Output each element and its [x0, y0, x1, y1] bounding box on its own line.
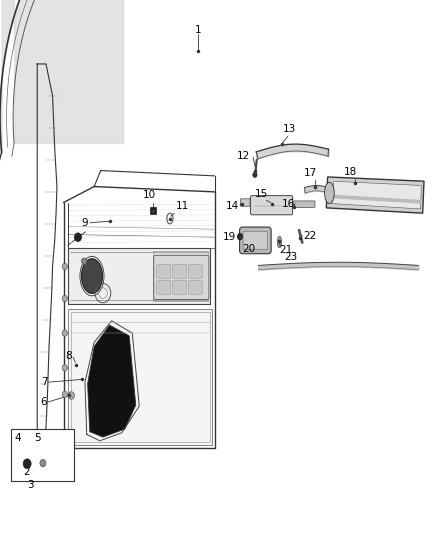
Circle shape [81, 258, 87, 264]
Text: 2: 2 [23, 467, 30, 477]
FancyBboxPatch shape [188, 280, 202, 294]
Text: 14: 14 [226, 201, 239, 211]
Text: 18: 18 [344, 167, 357, 177]
Ellipse shape [81, 259, 102, 293]
Polygon shape [332, 181, 421, 209]
Text: 16: 16 [282, 199, 295, 208]
Text: 1: 1 [195, 26, 202, 35]
Text: 6: 6 [41, 397, 47, 407]
Text: 22: 22 [303, 231, 316, 240]
Text: 20: 20 [242, 244, 255, 254]
Text: 10: 10 [142, 190, 155, 200]
Polygon shape [331, 195, 421, 204]
Text: 4: 4 [14, 433, 21, 443]
Circle shape [40, 459, 46, 467]
Text: 9: 9 [82, 218, 88, 228]
FancyBboxPatch shape [154, 255, 209, 300]
Text: 7: 7 [41, 377, 47, 387]
Circle shape [23, 459, 31, 469]
Circle shape [62, 330, 67, 336]
Ellipse shape [277, 236, 282, 248]
Text: 12: 12 [237, 151, 251, 160]
FancyBboxPatch shape [240, 199, 250, 206]
Circle shape [253, 172, 257, 177]
Text: 8: 8 [66, 351, 72, 361]
Text: 17: 17 [304, 168, 317, 178]
Polygon shape [326, 177, 424, 213]
FancyBboxPatch shape [240, 227, 271, 254]
Circle shape [62, 365, 67, 371]
Text: 19: 19 [223, 232, 237, 241]
Circle shape [74, 233, 81, 241]
FancyBboxPatch shape [68, 248, 210, 304]
Text: 15: 15 [255, 189, 268, 199]
Text: 21: 21 [279, 245, 293, 255]
Circle shape [68, 392, 74, 399]
Text: 13: 13 [283, 124, 296, 134]
Text: 23: 23 [285, 252, 298, 262]
Bar [11, 429, 74, 481]
Text: 3: 3 [27, 480, 34, 490]
FancyBboxPatch shape [293, 201, 315, 207]
FancyBboxPatch shape [251, 196, 293, 215]
FancyBboxPatch shape [243, 231, 268, 249]
Text: 11: 11 [176, 200, 189, 211]
FancyBboxPatch shape [188, 264, 202, 278]
Polygon shape [88, 325, 136, 437]
FancyBboxPatch shape [173, 280, 187, 294]
Bar [153, 251, 208, 301]
FancyBboxPatch shape [68, 309, 212, 445]
Circle shape [237, 233, 243, 240]
Circle shape [62, 391, 67, 398]
FancyBboxPatch shape [157, 280, 171, 294]
FancyBboxPatch shape [173, 264, 187, 278]
Circle shape [62, 263, 67, 270]
FancyBboxPatch shape [157, 264, 171, 278]
Ellipse shape [325, 182, 334, 204]
Bar [150, 207, 156, 214]
Text: 5: 5 [34, 433, 41, 443]
Circle shape [62, 295, 67, 302]
